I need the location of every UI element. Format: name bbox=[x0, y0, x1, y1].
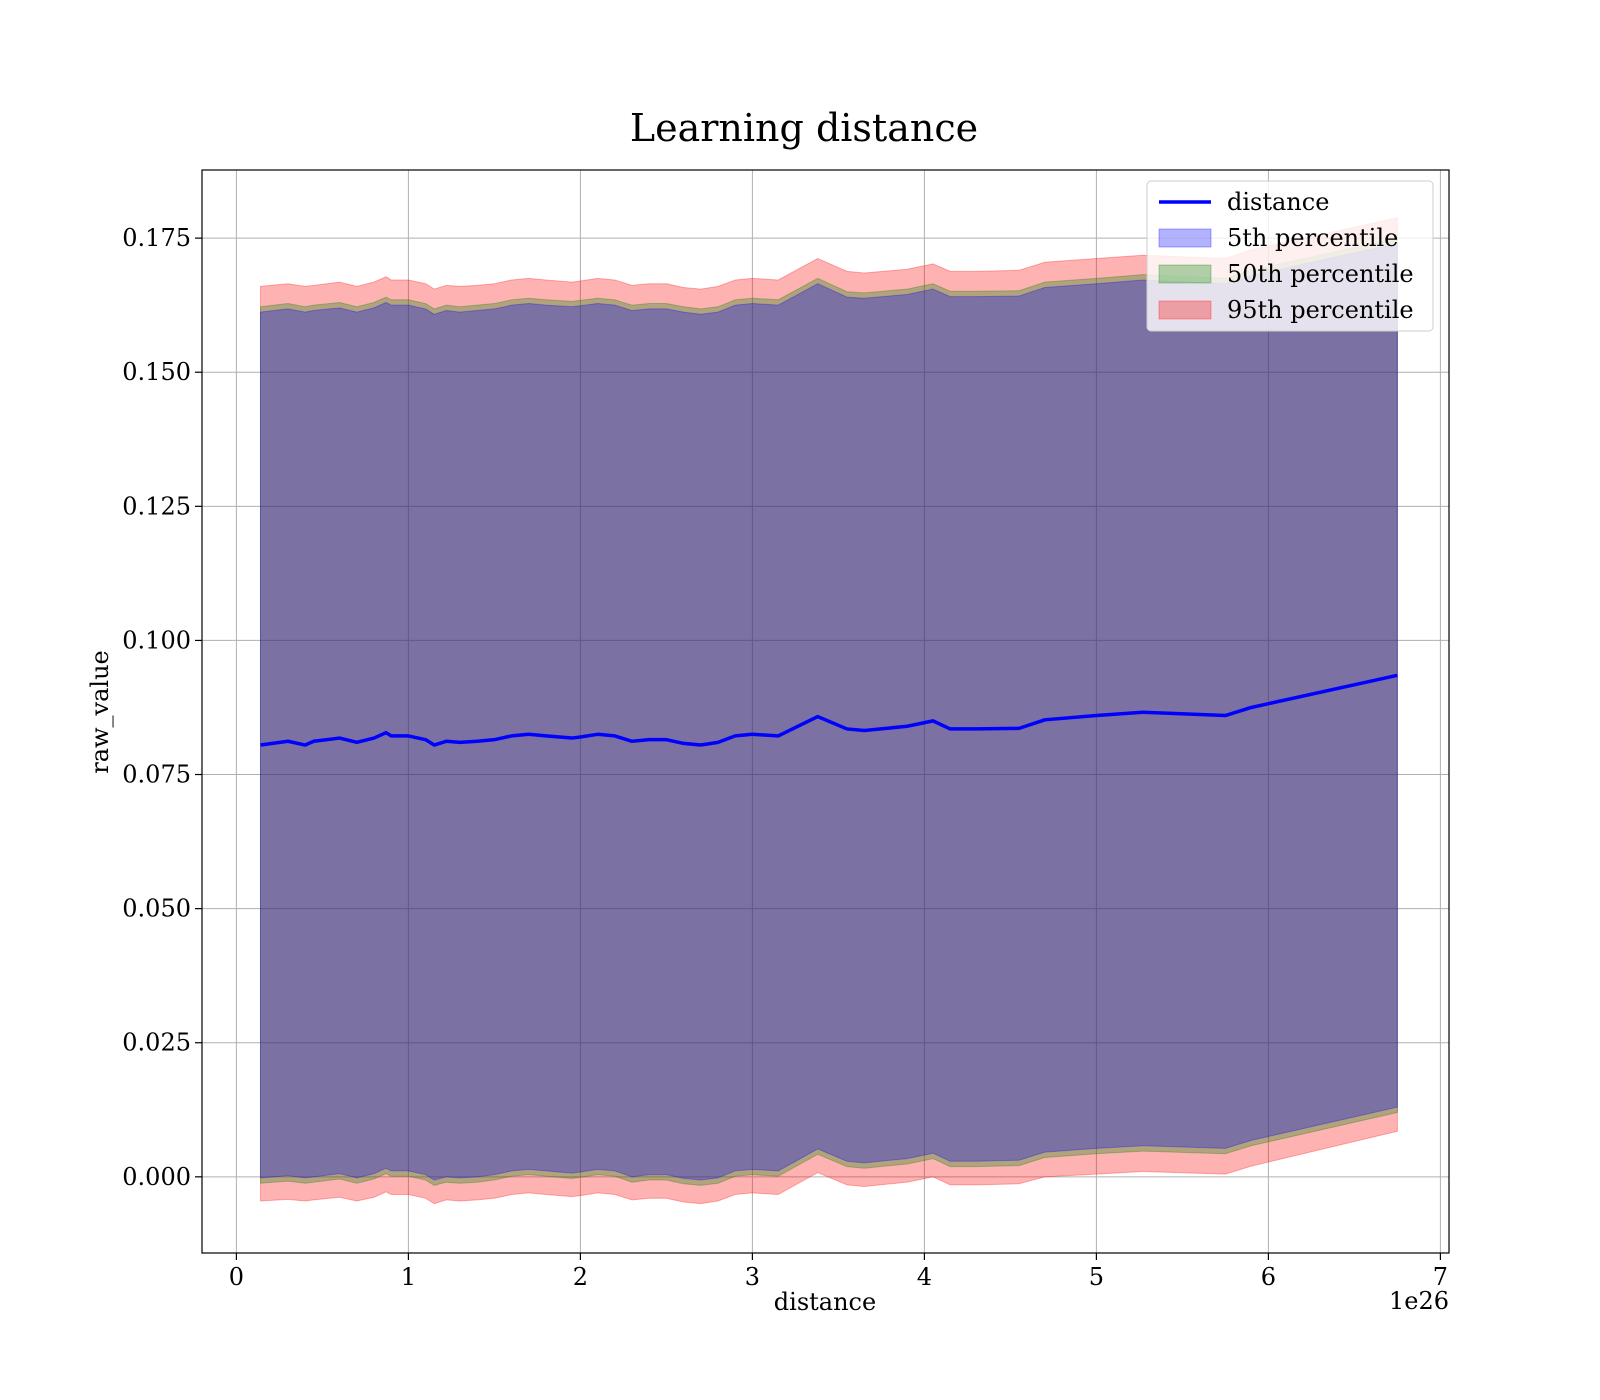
x-tick-label: 1 bbox=[401, 1263, 416, 1291]
y-tick-label: 0.150 bbox=[122, 358, 191, 386]
legend-label-5th-percentile: 5th percentile bbox=[1227, 224, 1398, 252]
x-tick-label: 5 bbox=[1089, 1263, 1104, 1291]
x-tick-label: 2 bbox=[573, 1263, 588, 1291]
legend-swatch-95th-percentile bbox=[1158, 300, 1212, 320]
x-tick-label: 0 bbox=[229, 1263, 244, 1291]
distance-series-line bbox=[260, 673, 1398, 747]
legend-label-95th-percentile: 95th percentile bbox=[1227, 296, 1414, 324]
legend-label-distance: distance bbox=[1227, 188, 1329, 216]
y-tick-label: 0.175 bbox=[122, 224, 191, 252]
95th-percentile-band bbox=[259, 217, 1398, 1205]
legend: distance 5th percentile 50th percentile 95t… bbox=[1146, 180, 1434, 332]
plot-frame bbox=[201, 169, 1450, 1254]
percentile-bands bbox=[259, 217, 1398, 1205]
legend-box bbox=[1146, 180, 1434, 332]
y-tick-label: 0.075 bbox=[122, 761, 191, 789]
chart-title: Learning distance bbox=[630, 106, 978, 150]
series-lines bbox=[260, 673, 1398, 747]
legend-label-50th-percentile: 50th percentile bbox=[1227, 260, 1414, 288]
5th-percentile-band bbox=[259, 242, 1398, 1181]
legend-swatch-50th-percentile bbox=[1158, 264, 1212, 284]
y-tick-label: 0.025 bbox=[122, 1029, 191, 1057]
y-axis-ticks: 0.000 0.025 0.050 0.075 0.100 0.125 0.150 0.175 bbox=[122, 224, 202, 1191]
y-tick-label: 0.050 bbox=[122, 895, 191, 923]
y-tick-label: 0.100 bbox=[122, 626, 191, 654]
x-tick-label: 6 bbox=[1261, 1263, 1276, 1291]
x-tick-label: 3 bbox=[745, 1263, 760, 1291]
grid bbox=[202, 170, 1449, 1253]
50th-percentile-band bbox=[259, 237, 1398, 1186]
x-axis-label: distance bbox=[774, 1288, 876, 1316]
x-tick-label: 7 bbox=[1433, 1263, 1448, 1291]
x-axis-ticks: 0 1 2 3 4 5 6 7 bbox=[229, 1253, 1448, 1291]
x-axis-offset-label: 1e26 bbox=[1389, 1287, 1449, 1315]
y-tick-label: 0.000 bbox=[122, 1163, 191, 1191]
x-tick-label: 4 bbox=[917, 1263, 932, 1291]
legend-swatch-5th-percentile bbox=[1158, 228, 1212, 248]
y-axis-label: raw_value bbox=[86, 650, 114, 774]
y-tick-label: 0.125 bbox=[122, 492, 191, 520]
